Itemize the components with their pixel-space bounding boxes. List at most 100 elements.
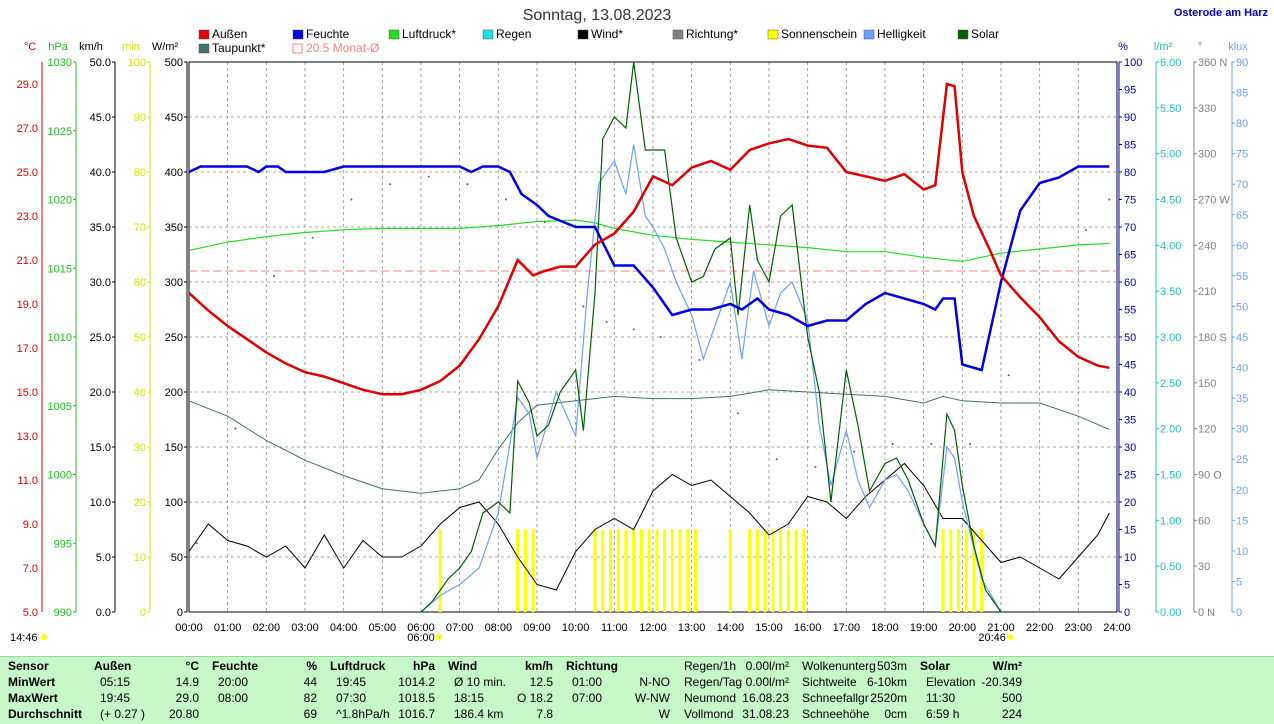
direction-point	[427, 175, 430, 178]
header-feuchte: Feuchte	[212, 659, 259, 673]
direction-point	[582, 305, 585, 308]
axis-tick-label: 20.0	[90, 387, 111, 399]
sunshine-bar	[601, 529, 605, 612]
time-tick-label: 23:00	[1065, 622, 1093, 634]
axis-tick-label: 500	[165, 57, 183, 69]
axis-tick-label: 55	[1124, 305, 1136, 317]
stat-cell: 6:59 h	[926, 707, 960, 721]
direction-point	[505, 198, 508, 201]
sunshine-bar	[956, 529, 960, 612]
stat-cell: Regen/Tag	[684, 675, 743, 689]
legend-swatch	[292, 43, 303, 54]
axis-tick-label: 50	[134, 332, 146, 344]
sunshine-bar	[786, 529, 790, 612]
chart-plot-area	[188, 61, 1117, 613]
header-aussen: Außen	[94, 659, 132, 673]
axis-tick-label: 1025	[48, 126, 72, 138]
axis-tick-label: 100	[128, 57, 146, 69]
series-line-solar	[420, 61, 1002, 613]
sunshine-bar	[771, 529, 775, 612]
time-tick-label: 04:00	[330, 622, 358, 634]
sunrise-label: 06:00	[407, 632, 435, 644]
axis-tick-label: 85	[1236, 88, 1248, 100]
time-tick-label: 21:00	[987, 622, 1015, 634]
axis-tick-label: 1.00	[1160, 515, 1181, 527]
sunshine-bar	[779, 529, 783, 612]
header-unit: hPa	[412, 659, 435, 673]
direction-point	[969, 442, 972, 445]
stat-cell: Regen/1h	[684, 659, 737, 673]
sunshine-bar	[686, 529, 690, 612]
direction-point	[311, 236, 314, 239]
stat-cell: -20.349	[981, 675, 1022, 689]
axis-tick-label: 23.0	[17, 211, 38, 223]
axis-unit: %	[1118, 41, 1128, 53]
statistics-footer: Sensor Außen °C Feuchte% Luftdruck hPa Wind km/…	[0, 656, 1274, 724]
legend-label: Luftdruck*	[402, 27, 456, 41]
row-label: MaxWert	[8, 691, 58, 705]
station-link[interactable]: Osterode am Harz	[1174, 7, 1269, 19]
axis-tick-label: 5.0	[96, 552, 111, 564]
stat-cell: W	[658, 707, 670, 721]
axis-tick-label: 100	[165, 497, 183, 509]
axis-tick-label: 2.50	[1160, 378, 1181, 390]
axis-tick-label: 6.00	[1160, 57, 1181, 69]
stat-cell: 14.9	[175, 675, 199, 689]
time-tick-label: 17:00	[833, 622, 861, 634]
axis-tick-label: 1000	[48, 470, 72, 482]
axis-tick-label: 4.50	[1160, 195, 1181, 207]
sunshine-bar	[523, 529, 527, 612]
legend-swatch	[577, 29, 589, 40]
time-tick-label: 10:00	[562, 622, 590, 634]
chart-legend: Außen Feuchte Luftdruck* Regen Wind* Richtung…	[198, 27, 999, 55]
time-tick-label: 11:00	[601, 622, 628, 634]
axis-tick-label: 0.50	[1160, 561, 1181, 573]
stat-cell: Neumond	[684, 691, 737, 705]
weather-chart: Sonntag, 13.08.2023 Osterode am Harz Auß…	[10, 7, 1269, 644]
stat-cell: 0cm	[884, 707, 907, 721]
header-unit: °C	[185, 659, 199, 673]
axis-tick-label: 330	[1198, 103, 1216, 115]
stat-cell: 0.00l/m²	[745, 659, 789, 673]
header-unit: km/h	[524, 659, 553, 673]
chart-axes: 29.0 27.0 25.0 23.0 21.0 19.0 17.0 15.0 13.0 11.0…	[17, 57, 1249, 619]
header-wind: Wind	[448, 659, 478, 673]
stat-cell: 0.00l/m²	[745, 675, 789, 689]
axis-tick-label: 30.0	[90, 277, 111, 289]
axis-tick-label: 5	[1236, 576, 1242, 588]
sunshine-bar	[755, 529, 759, 612]
axis-tick-label: 995	[54, 538, 72, 550]
stat-cell: 12.5	[529, 675, 553, 689]
direction-point	[891, 442, 894, 445]
axis-tick-label: 1005	[48, 401, 72, 413]
axis-tick-label: 1010	[48, 332, 72, 344]
axis-tick-label: 45.0	[90, 112, 111, 124]
direction-point	[273, 274, 276, 277]
legend-swatch	[482, 29, 494, 40]
time-tick-label: 01:00	[214, 622, 242, 634]
sunrise-icon	[436, 634, 442, 640]
direction-point	[930, 442, 933, 445]
stat-cell: 1018.5	[398, 691, 435, 705]
axis-tick-label: 13.0	[17, 431, 38, 443]
axis-unit: °C	[24, 41, 36, 53]
time-tick-label: 15:00	[755, 622, 783, 634]
axis-tick-label: 3.50	[1160, 286, 1181, 298]
sunshine-bar	[763, 529, 767, 612]
axis-tick-label: 0.0	[96, 607, 111, 619]
stat-cell: W-NW	[634, 691, 670, 705]
axis-tick-label: 300	[165, 277, 183, 289]
sunshine-bar	[972, 529, 976, 612]
time-tick-label: 08:00	[485, 622, 513, 634]
stat-cell: 69	[303, 707, 317, 721]
axis-tick-label: 1020	[48, 195, 72, 207]
sunshine-bar	[647, 529, 651, 612]
stat-cell: 6-10km	[866, 675, 907, 689]
axis-tick-label: 25	[1124, 470, 1136, 482]
axis-tick-label: 60	[134, 277, 146, 289]
legend-label: Feuchte	[306, 27, 350, 41]
series-line-wind	[188, 462, 1110, 591]
axis-tick-label: 95	[1124, 85, 1136, 97]
axis-unit: W/m²	[152, 41, 179, 53]
time-tick-label: 19:00	[910, 622, 938, 634]
